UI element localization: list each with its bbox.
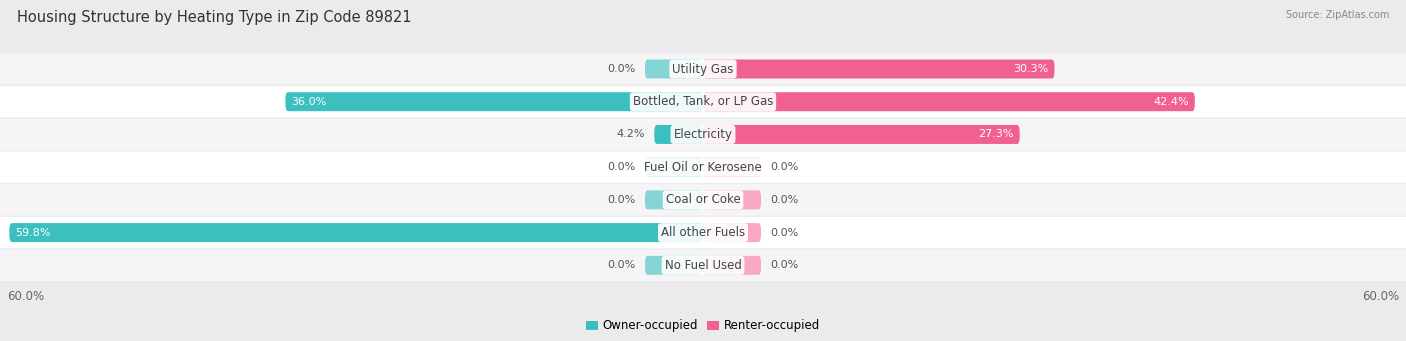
Text: Fuel Oil or Kerosene: Fuel Oil or Kerosene	[644, 161, 762, 174]
Text: 42.4%: 42.4%	[1153, 97, 1189, 107]
FancyBboxPatch shape	[703, 60, 1054, 78]
Text: Electricity: Electricity	[673, 128, 733, 141]
Text: 30.3%: 30.3%	[1014, 64, 1049, 74]
FancyBboxPatch shape	[703, 256, 761, 275]
Text: All other Fuels: All other Fuels	[661, 226, 745, 239]
FancyBboxPatch shape	[0, 151, 1406, 183]
Text: Source: ZipAtlas.com: Source: ZipAtlas.com	[1285, 10, 1389, 20]
Text: 0.0%: 0.0%	[770, 195, 799, 205]
FancyBboxPatch shape	[0, 86, 1406, 117]
Text: 59.8%: 59.8%	[15, 227, 51, 238]
FancyBboxPatch shape	[703, 158, 761, 177]
FancyBboxPatch shape	[645, 256, 703, 275]
Text: 0.0%: 0.0%	[607, 260, 636, 270]
FancyBboxPatch shape	[645, 158, 703, 177]
FancyBboxPatch shape	[645, 190, 703, 209]
Text: 27.3%: 27.3%	[979, 130, 1014, 139]
FancyBboxPatch shape	[0, 119, 1406, 150]
Text: 36.0%: 36.0%	[291, 97, 326, 107]
FancyBboxPatch shape	[285, 92, 703, 111]
Text: Utility Gas: Utility Gas	[672, 62, 734, 75]
Legend: Owner-occupied, Renter-occupied: Owner-occupied, Renter-occupied	[581, 315, 825, 337]
Text: No Fuel Used: No Fuel Used	[665, 259, 741, 272]
Text: 0.0%: 0.0%	[607, 64, 636, 74]
FancyBboxPatch shape	[0, 184, 1406, 216]
Text: 0.0%: 0.0%	[770, 162, 799, 172]
Text: 60.0%: 60.0%	[7, 290, 44, 303]
Text: Coal or Coke: Coal or Coke	[665, 193, 741, 206]
FancyBboxPatch shape	[703, 92, 1195, 111]
FancyBboxPatch shape	[654, 125, 703, 144]
FancyBboxPatch shape	[645, 60, 703, 78]
FancyBboxPatch shape	[703, 190, 761, 209]
Text: 0.0%: 0.0%	[607, 195, 636, 205]
FancyBboxPatch shape	[703, 125, 1019, 144]
Text: 0.0%: 0.0%	[770, 227, 799, 238]
Text: 4.2%: 4.2%	[616, 130, 645, 139]
Text: 0.0%: 0.0%	[607, 162, 636, 172]
FancyBboxPatch shape	[0, 217, 1406, 248]
Text: Bottled, Tank, or LP Gas: Bottled, Tank, or LP Gas	[633, 95, 773, 108]
Text: 60.0%: 60.0%	[1362, 290, 1399, 303]
FancyBboxPatch shape	[0, 250, 1406, 281]
Text: 0.0%: 0.0%	[770, 260, 799, 270]
FancyBboxPatch shape	[0, 53, 1406, 85]
FancyBboxPatch shape	[10, 223, 703, 242]
FancyBboxPatch shape	[703, 223, 761, 242]
Text: Housing Structure by Heating Type in Zip Code 89821: Housing Structure by Heating Type in Zip…	[17, 10, 412, 25]
